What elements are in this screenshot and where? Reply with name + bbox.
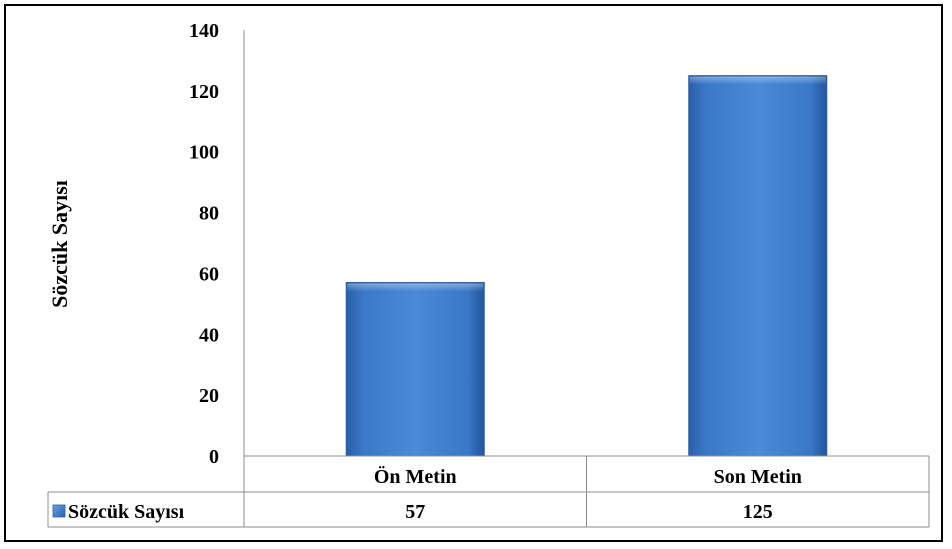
bar-highlight: [347, 283, 484, 292]
y-tick-label: 100: [189, 142, 219, 164]
legend-label: Sözcük Sayısı: [68, 501, 185, 523]
category-label: Ön Metin: [374, 465, 457, 488]
y-tick-label: 40: [199, 324, 219, 346]
y-tick-label: 120: [189, 81, 219, 103]
y-axis-title: Sözcük Sayısı: [47, 180, 72, 308]
bar: [688, 75, 828, 457]
bar-highlight: [689, 76, 826, 85]
bar: [345, 282, 485, 457]
y-tick-label: 0: [209, 446, 219, 468]
y-tick-label: 80: [199, 203, 219, 225]
y-tick-label: 20: [199, 385, 219, 407]
y-tick-label: 60: [199, 263, 219, 285]
legend-key: [52, 504, 66, 518]
category-label: Son Metin: [714, 466, 802, 488]
data-table-value: 125: [743, 501, 773, 523]
data-table-value: 57: [405, 501, 425, 523]
y-tick-label: 140: [189, 20, 219, 42]
